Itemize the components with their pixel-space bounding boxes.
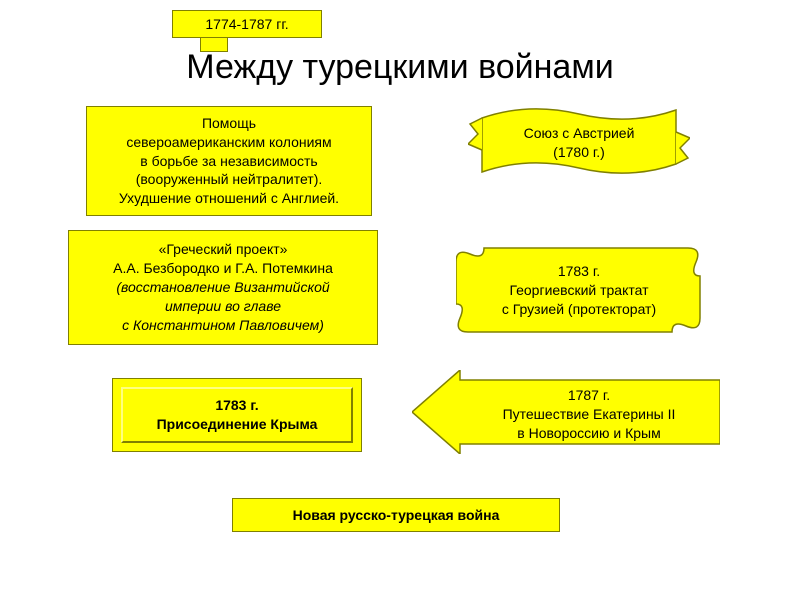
- help-line: североамериканским колониям: [126, 133, 331, 152]
- help-line: (вооруженный нейтралитет).: [136, 170, 323, 189]
- greek-project-box: «Греческий проект» А.А. Безбородко и Г.А…: [68, 230, 378, 345]
- callout-tab: [200, 38, 228, 52]
- austria-line: Союз с Австрией: [468, 124, 690, 143]
- greek-line: (восстановление Византийской: [116, 278, 329, 297]
- crimea-line: 1783 г.: [215, 396, 258, 415]
- austria-line: (1780 г.): [468, 143, 690, 162]
- georgia-line: 1783 г.: [468, 262, 690, 281]
- greek-line: А.А. Безбородко и Г.А. Потемкина: [113, 259, 333, 278]
- page-title: Между турецкими войнами: [0, 48, 800, 87]
- period-callout: 1774-1787 гг.: [172, 10, 322, 38]
- help-line: Ухудшение отношений с Англией.: [119, 189, 339, 208]
- help-colonies-box: Помощь североамериканским колониям в бор…: [86, 106, 372, 216]
- help-line: в борьбе за независимость: [140, 152, 317, 171]
- greek-line: «Греческий проект»: [159, 240, 288, 259]
- greek-line: с Константином Павловичем): [122, 316, 324, 335]
- crimea-bevel: 1783 г. Присоединение Крыма: [112, 378, 362, 452]
- crimea-line: Присоединение Крыма: [157, 415, 318, 434]
- travel-line: 1787 г.: [464, 386, 714, 405]
- help-line: Помощь: [202, 114, 256, 133]
- travel-arrow: 1787 г. Путешествие Екатерины II в Новор…: [412, 370, 720, 454]
- travel-line: Путешествие Екатерины II: [464, 405, 714, 424]
- crimea-inner: 1783 г. Присоединение Крыма: [121, 387, 353, 443]
- greek-line: империи во главе: [165, 297, 281, 316]
- georgia-scroll: 1783 г. Георгиевский трактат с Грузией (…: [456, 240, 702, 334]
- georgia-line: Георгиевский трактат: [468, 281, 690, 300]
- travel-line: в Новороссию и Крым: [464, 424, 714, 443]
- war-text: Новая русско-турецкая война: [293, 506, 500, 525]
- austria-banner: Союз с Австрией (1780 г.): [468, 100, 690, 190]
- new-war-box: Новая русско-турецкая война: [232, 498, 560, 532]
- georgia-line: с Грузией (протекторат): [468, 300, 690, 319]
- period-text: 1774-1787 гг.: [205, 15, 288, 34]
